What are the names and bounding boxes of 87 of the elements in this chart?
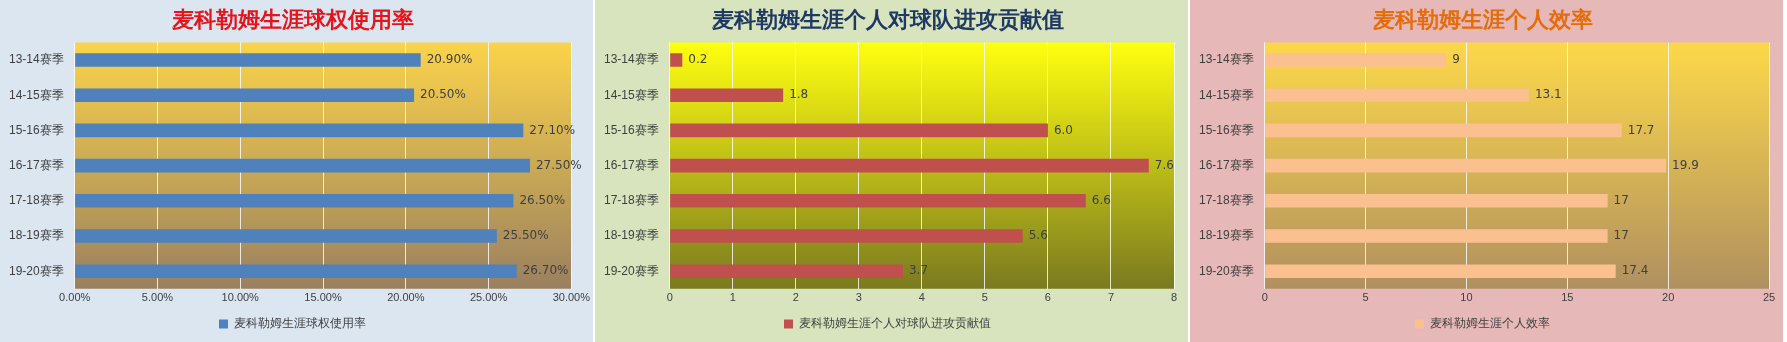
y-tick-label: 13-14赛季 [1198,52,1254,67]
y-tick-label: 17-18赛季 [8,193,64,208]
x-tick-label: 5.00% [141,291,174,304]
data-label: 20.90% [426,52,473,67]
x-tick-label: 7 [1107,291,1115,304]
bar [1265,53,1447,67]
x-tick-label: 1 [729,291,736,304]
data-label: 17.7 [1627,122,1655,137]
y-tick-label: 13-14赛季 [603,52,659,67]
data-label: 26.50% [519,192,566,207]
y-tick-label: 16-17赛季 [1198,157,1254,172]
bar [1265,158,1667,173]
x-tick-label: 25 [1762,291,1776,304]
x-tick-label: 15.00% [304,291,342,304]
x-tick-label: 0 [1261,291,1268,304]
bar [75,123,524,138]
legend-label: 麦科勒姆生涯个人效率 [1430,316,1550,331]
y-tick-label: 16-17赛季 [8,157,64,172]
legend-label: 麦科勒姆生涯个人对球队进攻贡献值 [799,316,991,331]
x-tick-label: 10.00% [221,291,260,304]
x-tick-label: 20.00% [387,291,425,304]
x-tick-label: 15 [1561,291,1574,304]
y-tick-label: 13-14赛季 [8,52,64,67]
y-tick-label: 19-20赛季 [603,263,659,278]
y-tick-label: 17-18赛季 [603,193,659,208]
bar [1265,123,1622,138]
data-label: 13.1 [1534,87,1562,102]
bar [75,229,497,243]
y-tick-label: 18-19赛季 [603,228,659,243]
bar [670,53,683,67]
x-tick-label: 2 [792,291,799,304]
x-tick-label: 4 [918,291,925,304]
bar [75,88,415,102]
bar [1265,229,1608,243]
data-label: 25.50% [502,228,549,243]
y-tick-label: 17-18赛季 [1198,193,1254,208]
x-tick-label: 0 [666,291,673,304]
data-label: 6.6 [1091,192,1111,207]
y-tick-label: 15-16赛季 [603,122,659,137]
chart-title: 麦科勒姆生涯个人效率 [1371,5,1593,32]
data-label: 20.50% [420,87,466,102]
data-label: 6.0 [1053,122,1074,137]
legend-label: 麦科勒姆生涯球权使用率 [234,316,366,331]
chart-title: 麦科勒姆生涯球权使用率 [170,5,414,32]
data-label: 5.6 [1028,228,1048,243]
x-tick-label: 3 [855,291,862,304]
data-label: 26.70% [522,263,569,278]
y-tick-label: 19-20赛季 [1198,263,1254,278]
bar [670,264,903,278]
x-tick-label: 5 [981,291,988,304]
x-tick-label: 25.00% [469,291,508,304]
x-tick-label: 30.00% [552,291,591,304]
bar [1265,194,1608,208]
bar [75,264,517,278]
y-tick-label: 18-19赛季 [8,228,64,243]
bar [75,53,421,67]
bar [670,229,1023,243]
bar [75,158,530,173]
y-tick-label: 15-16赛季 [8,122,64,137]
x-tick-label: 10 [1460,291,1473,304]
y-tick-label: 18-19赛季 [1198,228,1254,243]
data-label: 17 [1613,228,1629,243]
data-label: 19.9 [1672,157,1699,172]
y-tick-label: 14-15赛季 [8,87,64,102]
chart-title: 麦科勒姆生涯个人对球队进攻贡献值 [710,5,1064,32]
data-label: 17.4 [1621,263,1649,278]
bar [670,158,1149,173]
data-label: 9 [1452,52,1460,67]
bar [75,194,514,208]
y-tick-label: 19-20赛季 [8,263,64,278]
x-tick-label: 6 [1044,291,1051,304]
data-label: 7.6 [1154,157,1174,172]
x-tick-label: 5 [1362,291,1369,304]
y-tick-label: 14-15赛季 [1198,87,1254,102]
bar [670,123,1048,138]
x-tick-label: 20 [1662,291,1675,304]
bar [1265,264,1616,278]
bar [1265,88,1529,102]
y-tick-label: 15-16赛季 [1198,122,1254,137]
x-tick-label: 0.00% [59,291,91,304]
x-tick-label: 8 [1170,291,1178,304]
data-label: 17 [1613,192,1629,207]
bar [670,88,784,102]
y-tick-label: 14-15赛季 [603,87,659,102]
bar [670,194,1086,208]
data-label: 0.2 [688,52,708,67]
y-tick-label: 16-17赛季 [603,157,659,172]
